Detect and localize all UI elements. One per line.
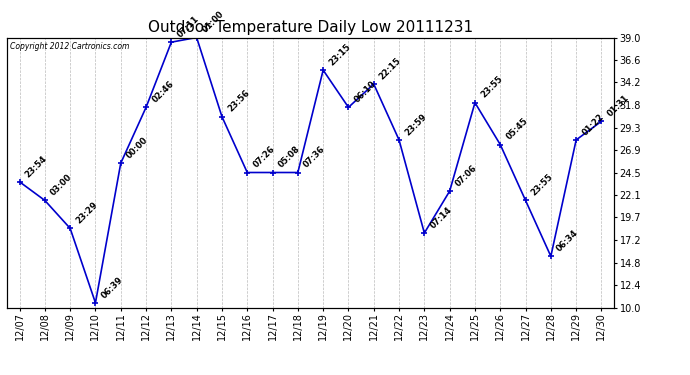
Text: 23:15: 23:15 xyxy=(327,42,353,67)
Text: 23:55: 23:55 xyxy=(479,75,504,100)
Text: 07:06: 07:06 xyxy=(454,163,479,188)
Text: 07:26: 07:26 xyxy=(251,144,277,170)
Text: 07:14: 07:14 xyxy=(428,205,454,230)
Text: 00:00: 00:00 xyxy=(125,135,150,160)
Text: 23:55: 23:55 xyxy=(530,172,555,198)
Text: 22:15: 22:15 xyxy=(378,56,403,81)
Text: 05:08: 05:08 xyxy=(277,145,302,170)
Text: 07:11: 07:11 xyxy=(175,14,201,39)
Title: Outdoor Temperature Daily Low 20111231: Outdoor Temperature Daily Low 20111231 xyxy=(148,20,473,35)
Text: 23:59: 23:59 xyxy=(403,112,428,137)
Text: 23:29: 23:29 xyxy=(75,200,99,226)
Text: 03:00: 03:00 xyxy=(49,172,74,198)
Text: 06:39: 06:39 xyxy=(99,275,125,300)
Text: 01:22: 01:22 xyxy=(580,112,606,137)
Text: 02:46: 02:46 xyxy=(150,79,175,105)
Text: 23:54: 23:54 xyxy=(23,154,49,179)
Text: Copyright 2012 Cartronics.com: Copyright 2012 Cartronics.com xyxy=(10,42,129,51)
Text: 01:00: 01:00 xyxy=(201,10,226,35)
Text: 07:36: 07:36 xyxy=(302,145,327,170)
Text: 06:10: 06:10 xyxy=(353,80,378,105)
Text: 23:56: 23:56 xyxy=(226,88,251,114)
Text: 06:34: 06:34 xyxy=(555,228,580,254)
Text: 01:31: 01:31 xyxy=(606,93,631,118)
Text: 05:45: 05:45 xyxy=(504,117,530,142)
